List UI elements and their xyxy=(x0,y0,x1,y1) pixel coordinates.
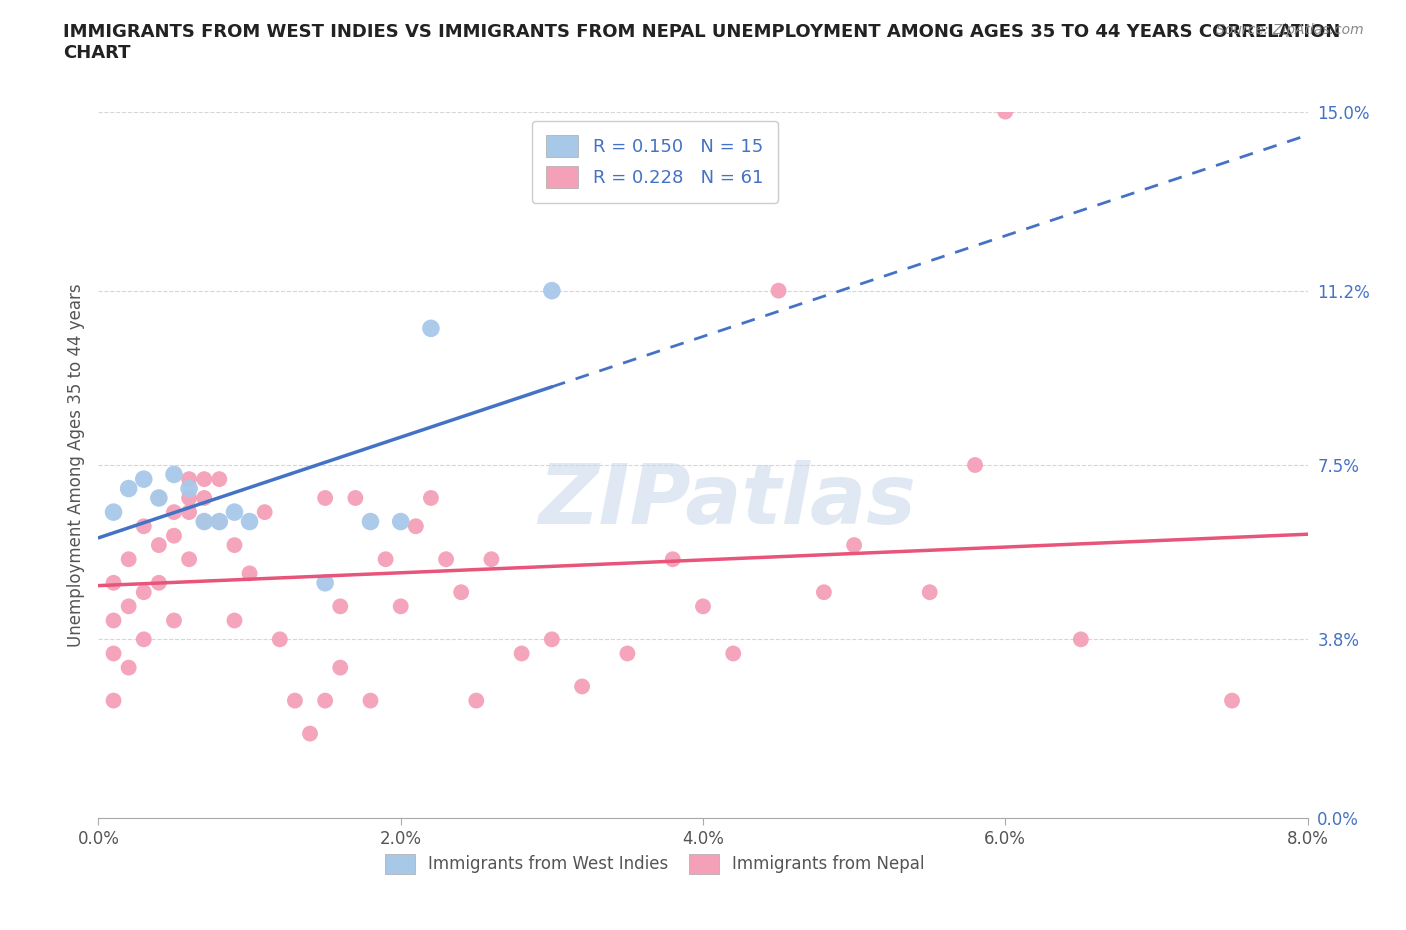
Point xyxy=(420,490,443,505)
Point xyxy=(179,551,201,566)
Point xyxy=(163,613,186,628)
Legend: Immigrants from West Indies, Immigrants from Nepal: Immigrants from West Indies, Immigrants … xyxy=(378,847,931,881)
Point xyxy=(103,646,125,661)
Point xyxy=(148,490,170,505)
Text: ZIPatlas: ZIPatlas xyxy=(538,459,917,541)
Point xyxy=(481,551,503,566)
Point xyxy=(118,599,141,614)
Point xyxy=(148,490,170,505)
Point xyxy=(179,505,201,520)
Point xyxy=(179,481,201,496)
Point xyxy=(118,481,141,496)
Point xyxy=(314,693,336,708)
Point xyxy=(132,472,155,486)
Point xyxy=(193,514,215,529)
Point xyxy=(360,693,382,708)
Point xyxy=(723,646,745,661)
Point xyxy=(329,599,352,614)
Point xyxy=(239,514,262,529)
Point xyxy=(253,505,276,520)
Point xyxy=(616,646,638,661)
Point xyxy=(510,646,533,661)
Point xyxy=(193,514,215,529)
Point xyxy=(224,613,246,628)
Point xyxy=(965,458,987,472)
Point xyxy=(132,631,155,646)
Point xyxy=(269,631,291,646)
Point xyxy=(329,660,352,675)
Point xyxy=(239,566,262,581)
Point xyxy=(540,631,562,646)
Text: Source: ZipAtlas.com: Source: ZipAtlas.com xyxy=(1216,23,1364,37)
Point xyxy=(299,726,322,741)
Point xyxy=(813,585,835,600)
Point xyxy=(360,514,382,529)
Point xyxy=(179,490,201,505)
Point xyxy=(132,585,155,600)
Point xyxy=(132,519,155,534)
Point xyxy=(193,490,215,505)
Point xyxy=(918,585,941,600)
Point xyxy=(118,551,141,566)
Point xyxy=(163,505,186,520)
Point xyxy=(692,599,714,614)
Point xyxy=(163,467,186,482)
Point xyxy=(314,490,336,505)
Point xyxy=(465,693,488,708)
Point xyxy=(1220,693,1243,708)
Point xyxy=(208,514,231,529)
Point xyxy=(420,321,443,336)
Point xyxy=(389,514,412,529)
Point xyxy=(193,472,215,486)
Point xyxy=(314,576,336,591)
Point xyxy=(284,693,307,708)
Point xyxy=(224,538,246,552)
Point xyxy=(540,284,562,299)
Point xyxy=(405,519,427,534)
Point xyxy=(389,599,412,614)
Point xyxy=(118,660,141,675)
Point xyxy=(224,505,246,520)
Point xyxy=(571,679,593,694)
Point xyxy=(103,576,125,591)
Point xyxy=(179,472,201,486)
Point xyxy=(994,104,1017,119)
Point xyxy=(103,613,125,628)
Point xyxy=(374,551,396,566)
Y-axis label: Unemployment Among Ages 35 to 44 years: Unemployment Among Ages 35 to 44 years xyxy=(66,284,84,646)
Point xyxy=(1070,631,1092,646)
Point xyxy=(163,528,186,543)
Point xyxy=(661,551,683,566)
Point xyxy=(103,505,125,520)
Point xyxy=(434,551,457,566)
Point xyxy=(148,576,170,591)
Point xyxy=(844,538,866,552)
Point xyxy=(148,538,170,552)
Point xyxy=(450,585,472,600)
Point xyxy=(344,490,367,505)
Point xyxy=(768,284,790,299)
Point xyxy=(103,693,125,708)
Text: IMMIGRANTS FROM WEST INDIES VS IMMIGRANTS FROM NEPAL UNEMPLOYMENT AMONG AGES 35 : IMMIGRANTS FROM WEST INDIES VS IMMIGRANT… xyxy=(63,23,1340,62)
Point xyxy=(208,472,231,486)
Point xyxy=(208,514,231,529)
